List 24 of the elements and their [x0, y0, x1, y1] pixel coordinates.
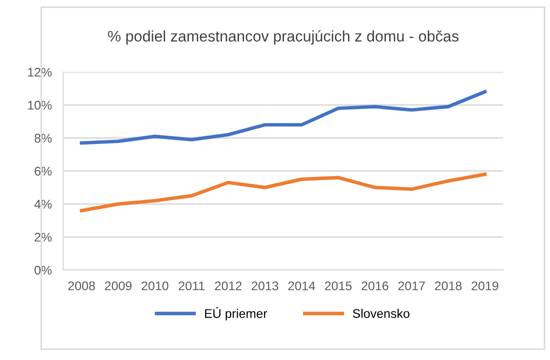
x-tick-label: 2011	[178, 281, 204, 290]
legend-label: EÚ priemer	[205, 306, 268, 320]
chart-title: % podiel zamestnancov pracujúcich z domu - občas	[108, 30, 458, 45]
x-tick-label: 2009	[104, 281, 132, 290]
x-tick-label: 2013	[252, 281, 278, 290]
line-series	[80, 172, 487, 212]
y-tick-label: 10%	[28, 100, 52, 110]
y-tick-label: 12%	[28, 68, 52, 77]
x-tick-label: 2012	[214, 281, 242, 290]
x-tick-label: 2018	[434, 281, 462, 290]
x-tick-label: 2014	[288, 281, 316, 290]
y-tick-label: 6%	[34, 166, 52, 176]
y-tick-label: 4%	[34, 200, 52, 209]
x-tick-label: 2010	[142, 281, 168, 290]
y-tick-label: 8%	[34, 134, 52, 143]
x-tick-label: 2008	[68, 281, 95, 290]
y-tick-label: 2%	[34, 232, 52, 242]
y-tick-label: 0%	[34, 266, 52, 275]
legend-label: Slovensko	[352, 308, 410, 318]
x-tick-label: 2019	[472, 281, 498, 290]
x-tick-label: 2015	[324, 281, 352, 290]
x-tick-label: 2017	[398, 281, 425, 290]
x-tick-label: 2016	[362, 281, 388, 290]
line-series	[80, 90, 487, 145]
